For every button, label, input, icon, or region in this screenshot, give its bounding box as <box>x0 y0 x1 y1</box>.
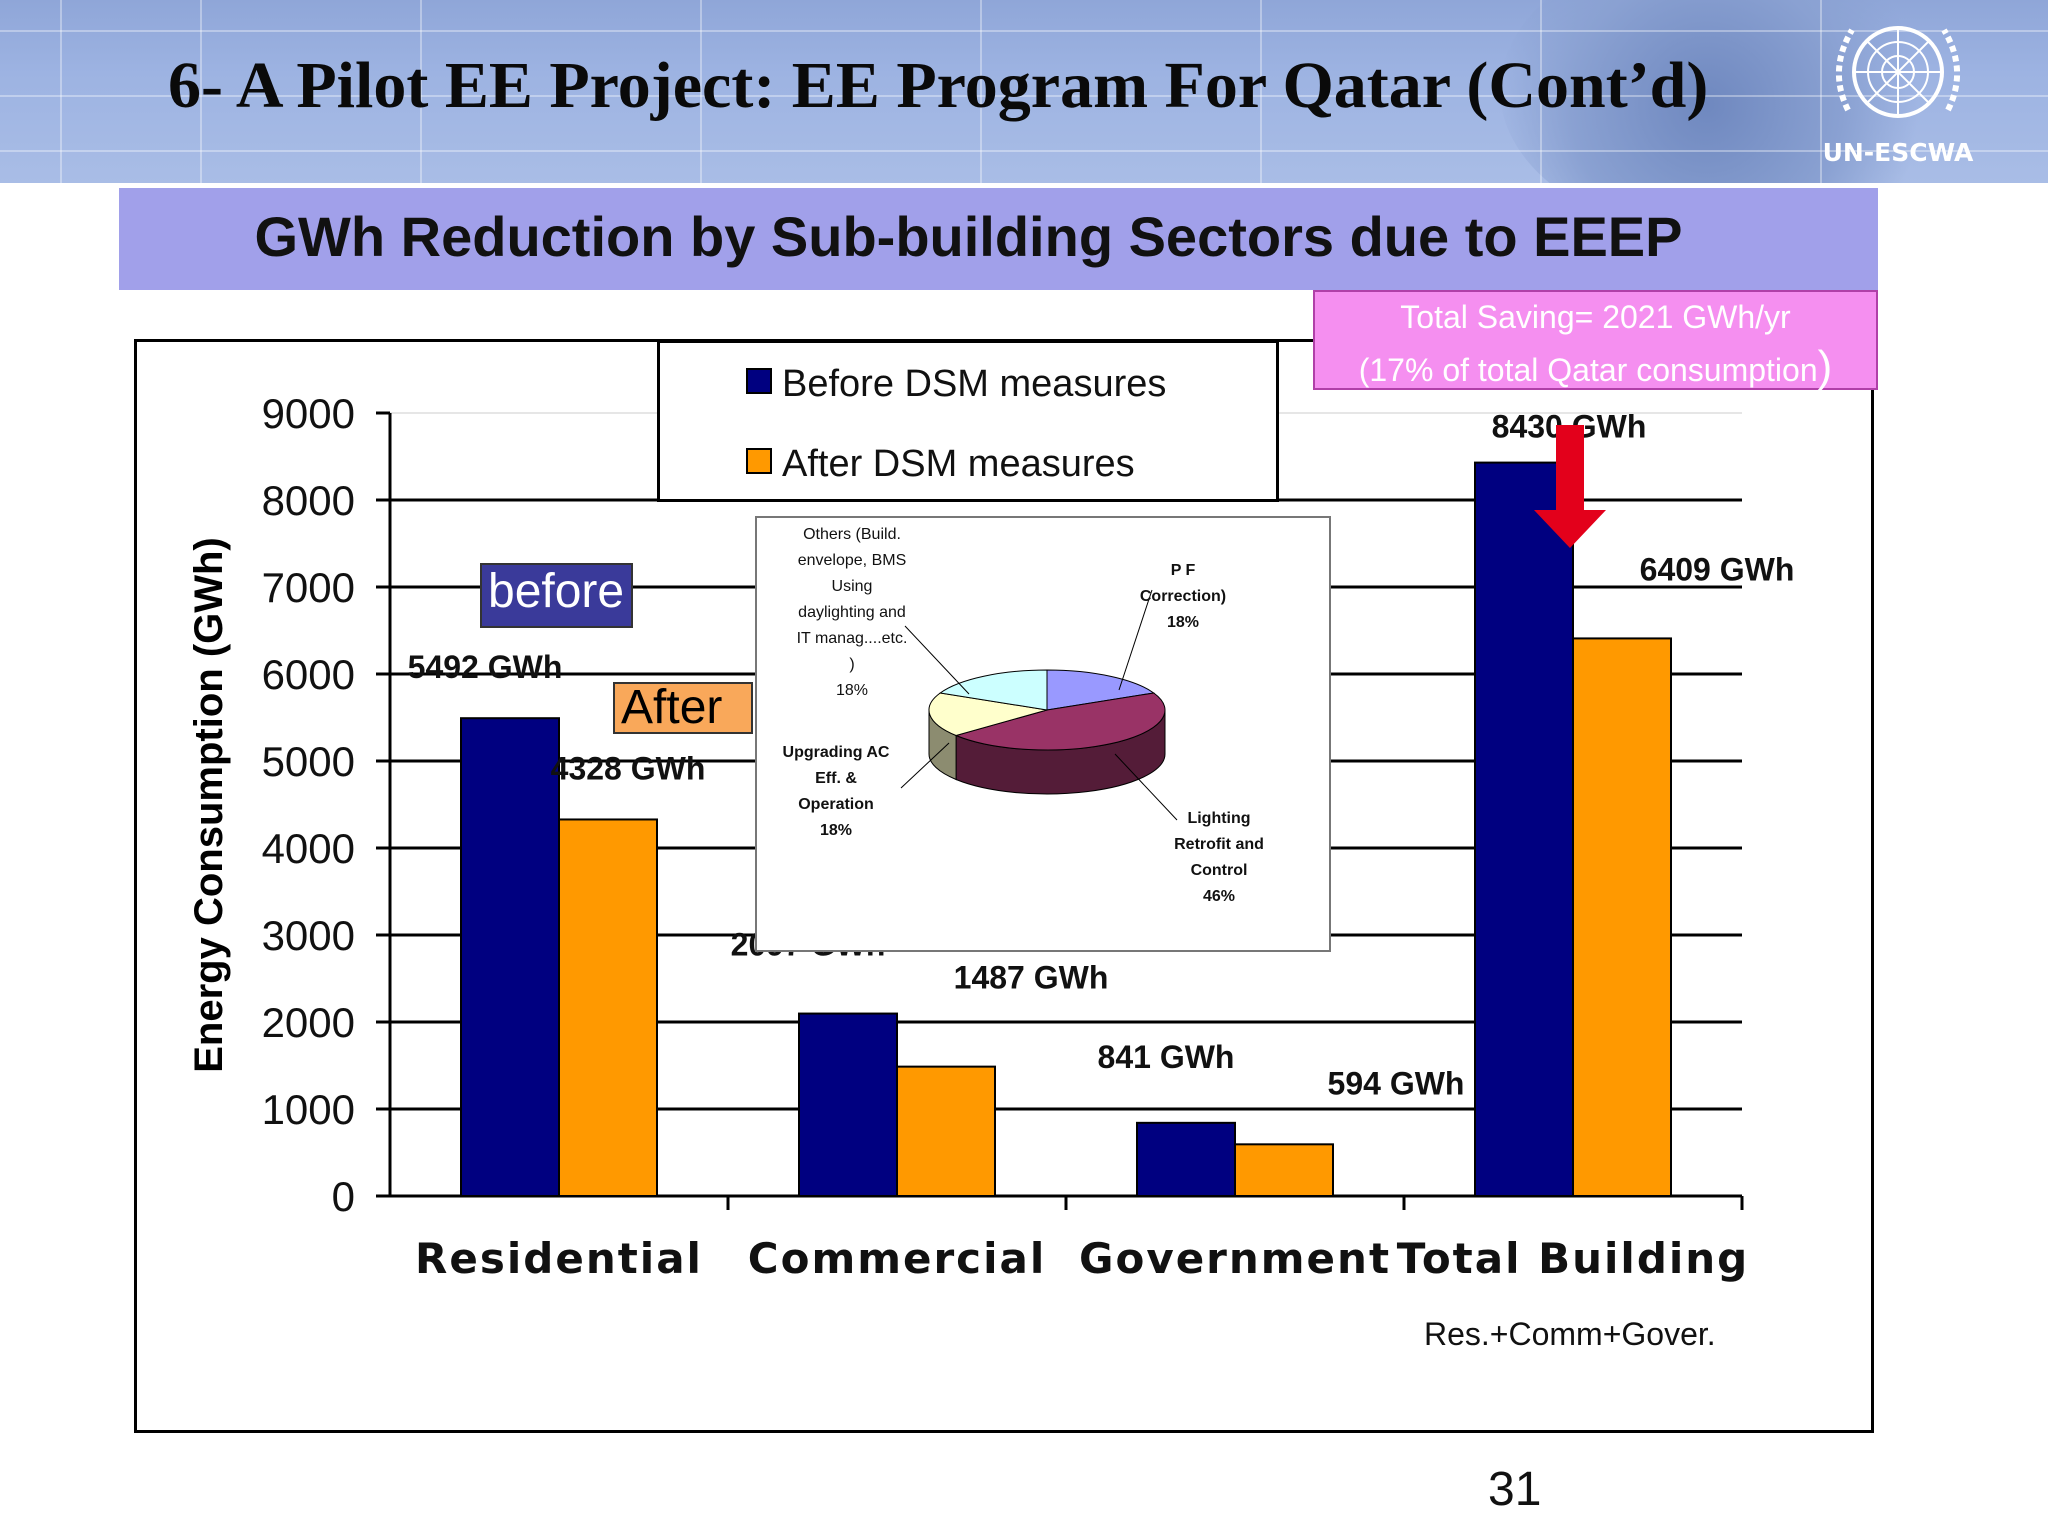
y-axis-label: Energy Consumption (GWh) <box>187 537 231 1073</box>
bar-after <box>1572 637 1672 1197</box>
pie-label-lighting-line: Control <box>1190 862 1248 879</box>
total-saving-box: Total Saving= 2021 GWh/yr (17% of total … <box>1313 290 1878 391</box>
pie-leader-line <box>900 742 950 789</box>
pie-label-others-line: 18% <box>835 682 869 699</box>
pie-leader-line <box>1114 753 1178 821</box>
data-label: 4328 GWh <box>551 750 706 786</box>
pie-leader-line <box>904 625 970 695</box>
pie-slice <box>954 692 1166 751</box>
pie-label-others-line: ) <box>849 656 855 673</box>
logo-text: UN-ESCWA <box>1822 138 1974 167</box>
bar-after <box>1234 1143 1334 1198</box>
data-label: 594 GWh <box>1328 1065 1465 1101</box>
legend-label-before: Before DSM measures <box>782 363 1167 405</box>
total-saving-line2: (17% of total Qatar consumption) <box>1315 342 1876 395</box>
pie-slice <box>1046 669 1156 711</box>
total-saving-line1: Total Saving= 2021 GWh/yr <box>1400 299 1791 335</box>
chart-legend: Before DSM measures After DSM measures <box>657 340 1279 502</box>
pie-slice <box>928 692 1048 737</box>
category-label: Residential <box>415 1234 703 1283</box>
y-tick-label: 4000 <box>262 825 355 872</box>
legend-swatch-before <box>746 368 772 394</box>
bar-after <box>896 1065 996 1197</box>
legend-item-before: Before DSM measures <box>746 363 1166 406</box>
bar-before <box>1474 461 1574 1197</box>
saving-arrow-icon <box>1534 425 1606 548</box>
category-label: Commercial <box>748 1234 1046 1283</box>
legend-swatch-after <box>746 448 772 474</box>
un-emblem-icon <box>1836 26 1960 118</box>
y-tick-label: 6000 <box>262 651 355 698</box>
pie-label-others-line: envelope, BMS <box>797 552 907 569</box>
page-number: 31 <box>1488 1463 1542 1516</box>
bar-after <box>558 818 658 1197</box>
pie-label-pf-line: 18% <box>1166 614 1200 631</box>
pie-label-ac-line: 18% <box>819 822 853 839</box>
bar-before <box>798 1012 898 1197</box>
slide-title: 6- A Pilot EE Project: EE Program For Qa… <box>168 49 1709 122</box>
total-saving-close-paren: ) <box>1817 342 1833 391</box>
pie-label-pf-line: P F <box>1170 562 1196 579</box>
category-label: Total Building <box>1397 1234 1750 1283</box>
pie-label-lighting-line: 46% <box>1202 888 1236 905</box>
pie-label-ac-line: Upgrading AC <box>782 744 890 761</box>
pie-label-lighting-line: Lighting <box>1187 810 1251 827</box>
y-tick-label: 7000 <box>262 564 355 611</box>
pie-label-pf: P F Correction) 18% <box>1123 558 1243 636</box>
un-escwa-logo: UN-ESCWA <box>1818 10 1978 175</box>
y-tick-label: 8000 <box>262 477 355 524</box>
pie-label-others-line: Using <box>831 578 873 595</box>
pie-label-others-line: Others (Build. <box>803 526 901 543</box>
pie-label-others-line: daylighting and <box>798 604 906 621</box>
subtitle-band: GWh Reduction by Sub-building Sectors du… <box>119 188 1878 290</box>
pie-label-others: Others (Build. envelope, BMS Using dayli… <box>777 522 927 704</box>
y-tick-label: 3000 <box>262 912 355 959</box>
pie-label-ac: Upgrading AC Eff. & Operation 18% <box>771 740 901 844</box>
after-tag: After <box>613 682 753 734</box>
legend-label-after: After DSM measures <box>782 443 1135 485</box>
total-building-footnote: Res.+Comm+Gover. <box>1424 1316 1716 1352</box>
pie-label-lighting: Lighting Retrofit and Control 46% <box>1159 806 1279 910</box>
y-tick-label: 9000 <box>262 390 355 437</box>
pie-label-others-line: IT manag....etc. <box>796 630 908 647</box>
category-label: Government <box>1079 1234 1391 1283</box>
data-label: 6409 GWh <box>1640 551 1795 587</box>
before-tag: before <box>480 563 633 628</box>
pie-chart <box>900 589 1178 821</box>
y-tick-label: 0 <box>332 1173 355 1220</box>
slide-subtitle: GWh Reduction by Sub-building Sectors du… <box>254 205 1683 268</box>
pie-label-pf-line: Correction) <box>1139 588 1227 605</box>
bar-before <box>1136 1121 1236 1198</box>
y-tick-label: 5000 <box>262 738 355 785</box>
data-label: 841 GWh <box>1098 1039 1235 1075</box>
pie-label-ac-line: Operation <box>798 796 874 813</box>
legend-item-after: After DSM measures <box>746 443 1135 486</box>
bar-before <box>460 717 560 1197</box>
y-tick-label: 1000 <box>262 1086 355 1133</box>
slide-header: 6- A Pilot EE Project: EE Program For Qa… <box>0 0 2048 183</box>
pie-leader-line <box>1118 589 1153 691</box>
data-label: 5492 GWh <box>408 649 563 685</box>
pie-label-ac-line: Eff. & <box>815 770 857 787</box>
pie-slice <box>938 669 1048 711</box>
pie-chart-inset: Others (Build. envelope, BMS Using dayli… <box>755 516 1331 952</box>
y-tick-label: 2000 <box>262 999 355 1046</box>
data-label: 1487 GWh <box>954 960 1109 996</box>
total-saving-line2-text: (17% of total Qatar consumption <box>1358 352 1818 388</box>
pie-label-lighting-line: Retrofit and <box>1174 836 1264 853</box>
